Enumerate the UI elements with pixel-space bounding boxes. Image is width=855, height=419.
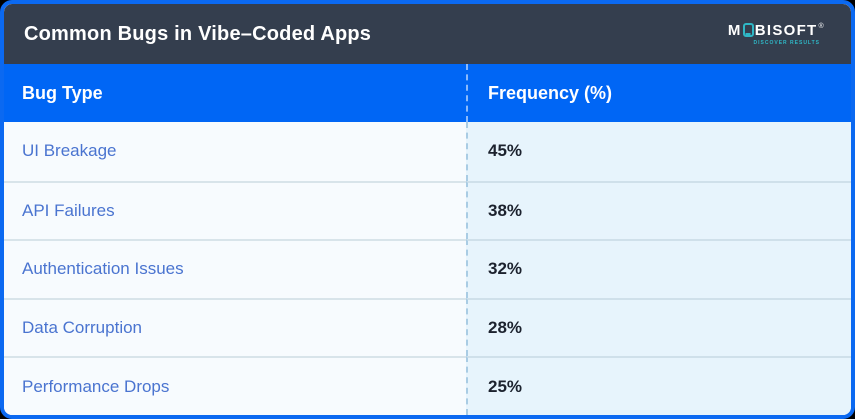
column-header-frequency: Frequency (%): [466, 64, 851, 122]
frequency-cell: 38%: [466, 180, 851, 240]
bug-type-cell: Performance Drops: [4, 356, 466, 415]
frequency-value: 45%: [488, 141, 523, 161]
frequency-value: 38%: [488, 200, 523, 220]
frequency-cell: 28%: [466, 297, 851, 357]
frequency-value: 32%: [488, 259, 523, 279]
bug-type-label: UI Breakage: [22, 141, 117, 161]
bug-type-cell: Authentication Issues: [4, 239, 466, 298]
trademark-symbol: ®: [818, 22, 825, 30]
table-row: Performance Drops 25%: [4, 356, 851, 415]
bug-type-label: Performance Drops: [22, 376, 170, 396]
bug-type-cell: UI Breakage: [4, 122, 466, 181]
frequency-cell: 25%: [466, 356, 851, 415]
column-header-bug-type: Bug Type: [22, 82, 103, 103]
title-bar: Common Bugs in Vibe–Coded Apps M BISOFT …: [4, 4, 851, 64]
table-row: UI Breakage 45%: [4, 122, 851, 181]
logo-letter-m: M: [727, 21, 742, 39]
frequency-value: 25%: [488, 376, 523, 396]
table-row: Authentication Issues 32%: [4, 239, 851, 298]
table-row: Data Corruption 28%: [4, 297, 851, 357]
mobisoft-logo: M BISOFT ® DISCOVER RESULTS: [728, 23, 825, 46]
frequency-cell: 45%: [466, 122, 851, 181]
page-title: Common Bugs in Vibe–Coded Apps: [24, 22, 372, 45]
table-header-row: Bug Type Frequency (%): [4, 64, 851, 122]
table-body: UI Breakage 45% API Failures 38% Authent…: [4, 122, 851, 415]
frequency-cell: 32%: [466, 239, 851, 298]
table-row: API Failures 38%: [4, 180, 851, 240]
frequency-value: 28%: [488, 318, 523, 338]
logo-wordmark: M BISOFT ®: [728, 23, 825, 38]
bug-type-label: API Failures: [22, 200, 115, 220]
logo-tagline: DISCOVER RESULTS: [753, 39, 820, 46]
bug-type-cell: API Failures: [4, 180, 466, 240]
logo-letters-bisoft: BISOFT: [754, 21, 818, 39]
phone-icon: [742, 23, 754, 37]
bug-type-label: Data Corruption: [22, 318, 143, 338]
bug-type-label: Authentication Issues: [22, 259, 184, 279]
phone-home-bar-icon: [745, 33, 751, 35]
bug-type-cell: Data Corruption: [4, 297, 466, 357]
